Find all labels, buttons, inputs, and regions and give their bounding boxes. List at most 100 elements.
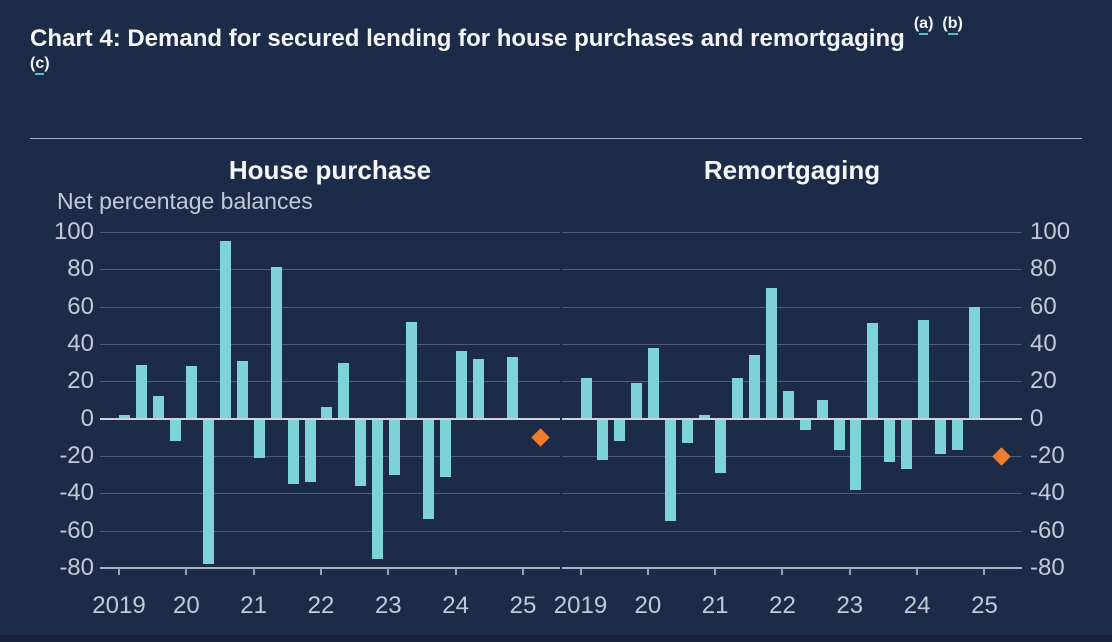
axis-tick-house-purchase-24 [454,568,457,575]
bar-house-purchase-2024-q4 [507,357,518,419]
bar-remortgaging-2020-q2 [664,418,676,522]
grid-line--20 [100,456,560,457]
axis-tick-house-purchase-20 [185,568,188,575]
axis-tick-remortgaging-20 [646,568,649,575]
grid-line-20 [100,381,560,382]
y-tick-label-right-40: 40 [1030,330,1057,357]
bar-house-purchase-2023-q3 [422,418,434,520]
bar-remortgaging-2024-q3 [951,418,963,451]
bar-house-purchase-2021-q4 [304,418,316,483]
grid-line-40 [100,344,560,345]
x-tick-label-remortgaging-24: 24 [903,592,931,619]
grid-line-80 [100,269,560,270]
y-tick-label-left-100: 100 [53,218,94,245]
y-tick-label-left-60: 60 [67,292,94,320]
panel-title-house-purchase: House purchase [228,155,432,185]
bar-remortgaging-2023-q3 [884,418,896,462]
axis-tick-house-purchase-23 [387,568,390,575]
footnote-link-b[interactable]: (b) [942,15,963,35]
x-tick-label-house-purchase-21: 21 [240,592,267,619]
bar-house-purchase-2019-q2 [135,364,147,419]
bar-house-purchase-2023-q4 [439,418,451,477]
grid-line--60 [100,531,560,532]
bar-remortgaging-2022-q1 [782,390,794,419]
footnote-link-a[interactable]: (a) [914,15,933,35]
footnote-letter: a [919,15,929,35]
axis-tick-house-purchase-21 [252,568,255,575]
title-divider [30,138,1082,139]
y-tick-label-right-100: 100 [1030,218,1071,245]
grid-line--60 [562,531,1022,532]
grid-line-20 [562,381,1022,382]
axis-tick-remortgaging-24 [916,568,919,575]
axis-tick-remortgaging-21 [714,568,717,575]
axis-tick-remortgaging-23 [848,568,851,575]
axis-tick-remortgaging-2019 [579,568,582,575]
bar-house-purchase-2022-q4 [372,418,384,559]
y-tick-label-right-0: 0 [1030,404,1044,432]
bar-remortgaging-2019-q3 [614,418,626,442]
grid-line-80 [562,269,1022,270]
bar-remortgaging-2024-q1 [917,319,929,419]
y-tick-label-left-80: 80 [67,255,94,283]
axis-tick-house-purchase-22 [319,568,322,575]
x-axis-line [562,567,1022,569]
x-tick-label-house-purchase-25: 25 [509,592,537,619]
footnote-letter: b [947,15,958,35]
grid-line-100 [100,232,560,233]
y-tick-label-left--80: -80 [59,554,94,581]
x-tick-label-remortgaging-22: 22 [769,592,796,619]
bar-remortgaging-2022-q2 [799,418,811,430]
bar-remortgaging-2023-q1 [850,418,862,490]
x-axis-line [100,567,560,569]
x-tick-label-remortgaging-2019: 2019 [553,592,608,619]
x-tick-label-house-purchase-22: 22 [307,592,335,619]
grid-line--40 [100,493,560,494]
axis-tick-remortgaging-25 [983,568,986,575]
footer-strip [0,635,1112,642]
bar-remortgaging-2024-q2 [934,418,946,455]
grid-line-40 [562,344,1022,345]
footnote-links-line1: (a) (b) [905,15,963,52]
bar-remortgaging-2022-q4 [833,418,845,451]
y-tick-label-left-0: 0 [80,404,94,432]
bar-remortgaging-2020-q1 [647,347,659,419]
grid-line-100 [562,232,1022,233]
y-tick-label-left--20: -20 [59,442,94,469]
footnote-letter: c [35,55,45,75]
axis-tick-house-purchase-2019 [118,568,120,575]
bar-remortgaging-2019-q1 [580,377,592,419]
footnote-links-line2: (c) [30,55,50,92]
x-tick-label-remortgaging-25: 25 [971,592,998,619]
chart-title-text: Chart 4: Demand for secured lending for … [30,25,905,52]
bar-house-purchase-2019-q4 [169,418,181,442]
bar-house-purchase-2022-q1 [321,407,333,419]
expectation-diamond-remortgaging [992,446,1011,466]
grid-line-60 [562,307,1022,308]
bar-house-purchase-2024-q2 [473,358,485,419]
bar-remortgaging-2020-q4 [698,414,710,419]
bar-house-purchase-2023-q1 [388,418,400,475]
bar-remortgaging-2021-q4 [766,288,778,419]
y-tick-label-right--40: -40 [1030,479,1065,507]
bar-house-purchase-2019-q1 [119,414,130,419]
bar-house-purchase-2020-q1 [186,366,198,419]
bar-house-purchase-2020-q3 [220,241,232,419]
bar-house-purchase-2022-q3 [355,418,367,486]
y-tick-label-right--20: -20 [1030,442,1065,469]
y-tick-label-right-80: 80 [1030,255,1057,283]
bar-remortgaging-2019-q2 [597,418,609,460]
y-axis-unit-label: Net percentage balances [57,188,313,214]
expectation-diamond-house-purchase [530,428,550,447]
x-tick-label-house-purchase-24: 24 [442,592,469,619]
bar-remortgaging-2021-q3 [749,355,761,419]
panel-title-remortgaging: Remortgaging [703,155,881,185]
axis-tick-house-purchase-25 [521,568,524,575]
footnote-link-c[interactable]: (c) [30,55,50,75]
y-tick-label-right--80: -80 [1030,554,1065,581]
bar-house-purchase-2022-q2 [338,362,350,419]
grid-line-60 [100,307,560,308]
bar-house-purchase-2019-q3 [152,396,164,419]
bar-remortgaging-2019-q4 [631,383,643,419]
